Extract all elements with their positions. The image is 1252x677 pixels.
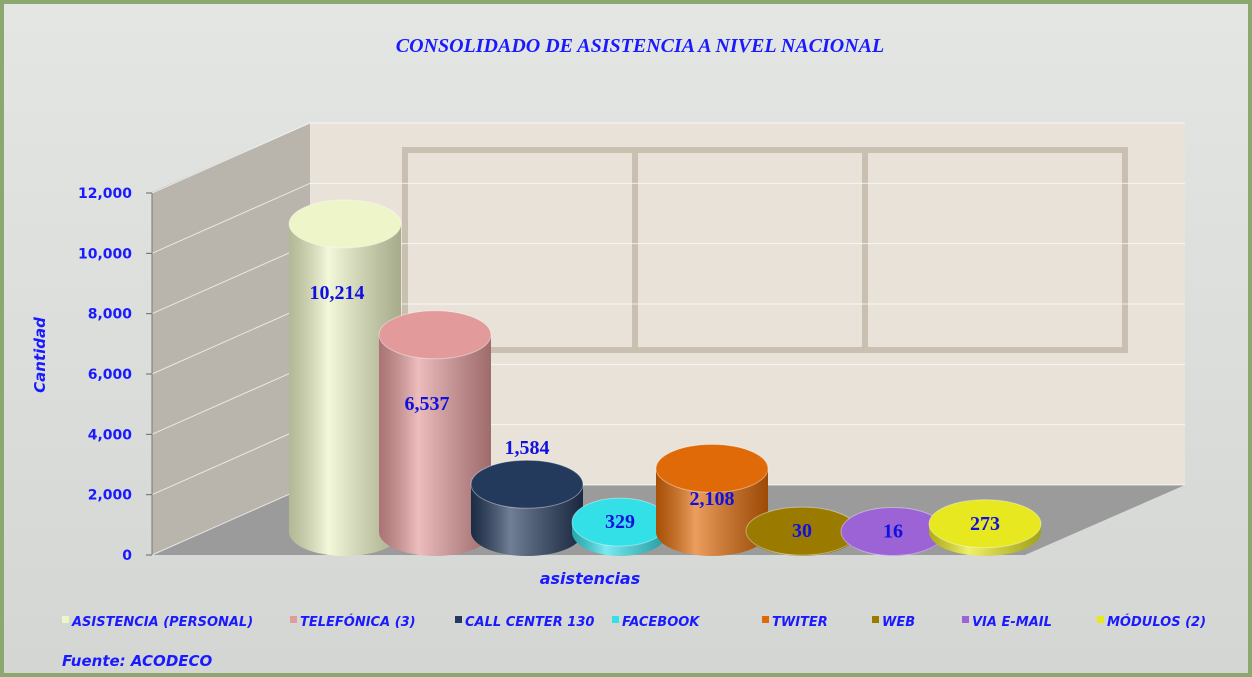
legend-label: TWITER [772, 615, 828, 630]
cylinder [571, 497, 669, 556]
legend-label: MÓDULOS (2) [1107, 614, 1206, 630]
bar-shade-bottom [289, 532, 401, 556]
y-tick-label: 12,000 [78, 186, 132, 202]
y-tick-label: 2,000 [88, 488, 133, 504]
cylinder-top [655, 443, 769, 493]
value-label: 10,214 [310, 282, 365, 304]
bar-shade-bottom [379, 532, 491, 556]
legend-swatch [290, 616, 297, 623]
bar-shade-bottom [656, 532, 768, 556]
legend-swatch [962, 616, 969, 623]
value-label: 273 [970, 513, 1000, 535]
cylinder [745, 506, 859, 556]
legend-swatch [62, 616, 69, 623]
cylinder [470, 459, 584, 556]
legend-label: TELEFÓNICA (3) [300, 614, 416, 630]
legend-swatch [872, 616, 879, 623]
value-label: 1,584 [505, 437, 550, 459]
cylinder-top [378, 310, 492, 360]
cylinder [655, 443, 769, 556]
cylinder-top [288, 199, 402, 249]
y-tick-label: 10,000 [78, 246, 132, 262]
value-label: 329 [605, 511, 635, 533]
legend-swatch [1097, 616, 1104, 623]
value-label: 2,108 [690, 488, 735, 510]
legend-label: WEB [882, 615, 915, 630]
y-tick-label: 0 [122, 548, 132, 564]
grid-line [151, 182, 1185, 254]
legend-swatch [762, 616, 769, 623]
legend-label: FACEBOOK [622, 615, 700, 630]
cylinder [840, 507, 946, 557]
cylinder-top [928, 499, 1042, 549]
grid-line [151, 122, 1185, 194]
y-tick-label: 8,000 [88, 307, 133, 323]
legend-label: VIA E-MAIL [972, 615, 1052, 630]
legend-label: CALL CENTER 130 [465, 615, 594, 630]
legend-swatch [612, 616, 619, 623]
value-label: 30 [792, 520, 812, 542]
cylinder-top [470, 459, 584, 509]
value-label: 16 [883, 521, 903, 543]
bar-shade-bottom [471, 532, 583, 556]
y-tick-label: 6,000 [88, 367, 133, 383]
value-label: 6,537 [405, 393, 450, 415]
source: Fuente: ACODECO [62, 652, 213, 670]
cylinder [928, 499, 1042, 556]
y-axis-label: Cantidad [31, 317, 49, 393]
legend-swatch [455, 616, 462, 623]
legend-label: ASISTENCIA (PERSONAL) [71, 615, 253, 630]
y-tick-label: 4,000 [88, 427, 133, 443]
chart-title: CONSOLIDADO DE ASISTENCIA A NIVEL NACION… [396, 35, 884, 57]
x-axis-label: asistencias [540, 569, 641, 588]
